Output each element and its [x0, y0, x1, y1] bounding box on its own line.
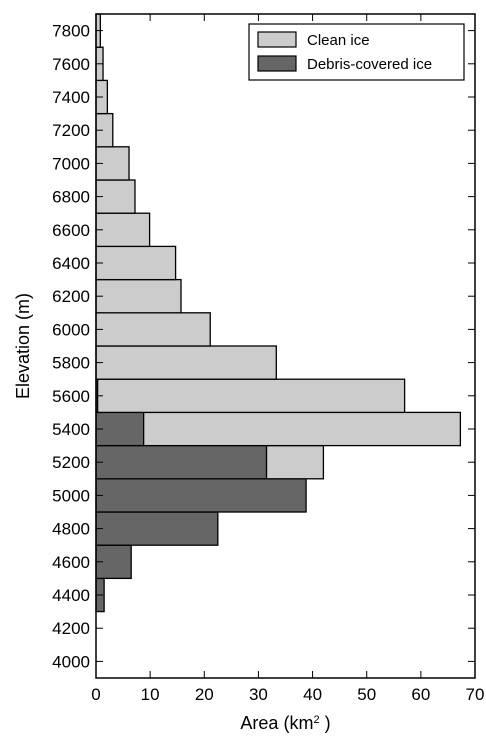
- y-tick-label-4200: 4200: [52, 619, 90, 638]
- bar-clean-6400: [95, 245, 177, 281]
- x-tick-label-10: 10: [141, 685, 160, 704]
- y-tick-label-7000: 7000: [52, 154, 90, 173]
- legend-swatch-clean-ice: [257, 31, 297, 48]
- x-axis-label: Area (km2 ): [240, 713, 330, 733]
- x-tick-label-30: 30: [249, 685, 268, 704]
- x-axis-label-superscript: 2: [313, 714, 319, 726]
- x-axis-label-suffix: ): [320, 713, 331, 733]
- y-tick-label-7800: 7800: [52, 22, 90, 41]
- y-tick-label-4400: 4400: [52, 586, 90, 605]
- y-tick-label-5800: 5800: [52, 354, 90, 373]
- y-tick-label-6400: 6400: [52, 254, 90, 273]
- bars-layer: [95, 13, 462, 613]
- y-tick-label-4600: 4600: [52, 553, 90, 572]
- legend-label-clean-ice: Clean ice: [307, 32, 370, 49]
- bar-debris-5200: [95, 444, 268, 480]
- y-tick-label-6600: 6600: [52, 221, 90, 240]
- bar-clean-5400: [142, 411, 462, 447]
- plot-frame: [95, 13, 476, 679]
- bar-clean-6800: [95, 179, 136, 214]
- bar-debris-5400: [95, 411, 145, 447]
- bar-clean-6000: [95, 312, 211, 347]
- y-tick-label-6800: 6800: [52, 188, 90, 207]
- y-tick-label-5600: 5600: [52, 387, 90, 406]
- bar-clean-5600: [96, 378, 406, 414]
- y-tick-label-6000: 6000: [52, 320, 90, 339]
- y-tick-label-7200: 7200: [52, 121, 90, 140]
- bar-debris-4800: [95, 511, 219, 546]
- ticks-layer: 0 10 20 30 40 50 60 70 4000 4200 4400 4600 4800 5000 5…: [52, 14, 484, 704]
- bar-debris-5000: [95, 478, 307, 513]
- y-axis-label: Elevation (m): [13, 293, 33, 399]
- bar-clean-6200: [95, 278, 182, 314]
- legend-swatch-debris-covered-ice: [257, 55, 297, 72]
- x-tick-label-60: 60: [411, 685, 430, 704]
- bar-clean-5800: [95, 345, 277, 380]
- y-tick-label-4800: 4800: [52, 520, 90, 539]
- legend-label-debris-covered-ice: Debris-covered ice: [307, 56, 432, 73]
- bar-clean-5200: [265, 444, 325, 480]
- y-tick-label-7400: 7400: [52, 88, 90, 107]
- bar-clean-6600: [95, 212, 151, 248]
- y-tick-label-5200: 5200: [52, 453, 90, 472]
- y-tick-label-5400: 5400: [52, 420, 90, 439]
- legend: Clean ice Debris-covered ice: [248, 23, 465, 81]
- x-tick-label-50: 50: [357, 685, 376, 704]
- y-tick-label-6200: 6200: [52, 287, 90, 306]
- x-tick-label-20: 20: [195, 685, 214, 704]
- y-tick-label-4000: 4000: [52, 652, 90, 671]
- x-tick-label-70: 70: [466, 685, 485, 704]
- x-tick-label-0: 0: [91, 685, 100, 704]
- x-tick-label-40: 40: [303, 685, 322, 704]
- y-tick-label-7600: 7600: [52, 55, 90, 74]
- x-axis-label-main: Area (km: [240, 713, 313, 733]
- y-tick-label-5000: 5000: [52, 486, 90, 505]
